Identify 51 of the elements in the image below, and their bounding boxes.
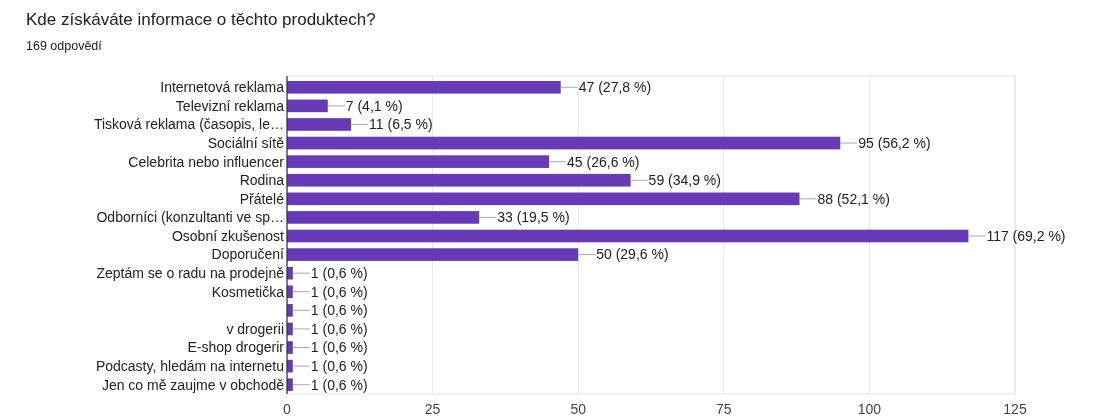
x-tick-label: 25: [424, 401, 441, 417]
text: 169 odpovědí: [26, 39, 103, 53]
data-label: 45 (26,6 %): [567, 153, 640, 170]
y-tick-label: v drogerii: [226, 320, 284, 337]
bar: [287, 192, 800, 206]
bar: [287, 173, 631, 187]
data-label: 33 (19,5 %): [497, 209, 570, 226]
data-label: 117 (69,2 %): [986, 227, 1066, 244]
data-label: 1 (0,6 %): [310, 320, 368, 337]
data-label: 95 (56,2 %): [858, 134, 931, 151]
data-label: 1 (0,6 %): [310, 358, 368, 375]
y-tick-label: Tisková reklama (časopis, le…: [93, 116, 284, 133]
data-label: 1 (0,6 %): [310, 376, 368, 393]
bar: [287, 118, 352, 131]
data-label: 1 (0,6 %): [310, 302, 368, 319]
x-tick-label: 125: [1003, 401, 1027, 417]
data-label: 50 (29,6 %): [596, 246, 669, 263]
data-label: 1 (0,6 %): [310, 283, 368, 300]
y-tick-label: Osobní zkušenost: [171, 227, 285, 244]
bar: [287, 99, 328, 113]
y-tick-label: Jen co mě zaujme v obchodě: [101, 376, 285, 393]
x-tick-label: 50: [570, 401, 587, 417]
y-tick-label: Doporučení: [211, 246, 285, 263]
y-tick-label: Kosmetička: [211, 283, 285, 300]
data-label: 47 (27,8 %): [578, 79, 652, 96]
bar: [287, 155, 550, 168]
y-tick-label: Podcasty, hledám na internetu: [95, 358, 284, 375]
y-tick-label: Televizní reklama: [175, 97, 285, 114]
data-label: 1 (0,6 %): [310, 339, 368, 356]
bar: [287, 211, 480, 224]
bar: [287, 80, 561, 94]
data-label: 88 (52,1 %): [817, 190, 890, 207]
data-label: 7 (4,1 %): [345, 97, 403, 114]
bar: [287, 229, 969, 243]
data-label: 59 (34,9 %): [648, 172, 721, 189]
y-tick-label: E-shop drogerir: [187, 339, 285, 356]
y-tick-label: Zeptám se o radu na prodejně: [96, 265, 285, 282]
data-label: 1 (0,6 %): [310, 265, 368, 282]
x-tick-label: 75: [716, 401, 732, 417]
y-tick-label: Sociální sítě: [207, 134, 285, 151]
data-label: 11 (6,5 %): [369, 116, 433, 133]
y-tick-label: Celebrita nebo influencer: [128, 153, 285, 170]
y-tick-label: Rodina: [239, 172, 285, 189]
y-tick-label: Přátelé: [239, 190, 285, 207]
chart-title: Kde získáváte informace o těchto produktech?: [26, 10, 376, 29]
y-tick-label: Odborníci (konzultanti ve sp…: [96, 209, 284, 226]
bar: [287, 248, 579, 261]
x-tick-label: 0: [283, 401, 292, 417]
y-tick-label: Internetová reklama: [160, 79, 285, 96]
x-tick-label: 100: [857, 401, 882, 417]
bar: [287, 136, 841, 150]
